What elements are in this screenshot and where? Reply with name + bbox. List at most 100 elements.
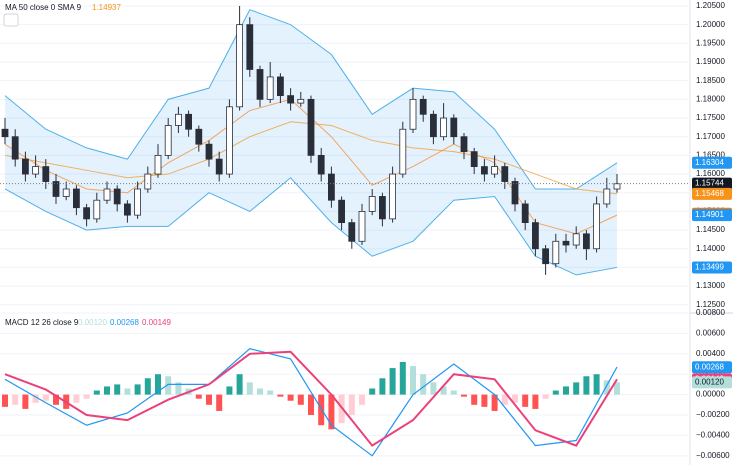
histogram-bar xyxy=(369,388,376,395)
candle-body xyxy=(603,188,611,205)
histogram-bar xyxy=(2,394,8,407)
price-badge-label: 1.15744 xyxy=(695,179,724,188)
candle-body xyxy=(174,113,182,126)
candle-body xyxy=(113,188,121,205)
histogram-bar xyxy=(481,394,488,407)
histogram-bar xyxy=(53,394,59,405)
macd-legend-signal: 0.00149 xyxy=(142,318,171,327)
candle-body xyxy=(185,113,193,130)
candle-body xyxy=(399,128,407,175)
candle-body xyxy=(440,117,448,138)
y2-tick-label: −0.00200 xyxy=(696,410,730,419)
y-tick-label: 1.20500 xyxy=(696,1,725,10)
histogram-bar xyxy=(491,394,498,411)
histogram-bar xyxy=(450,390,457,395)
histogram-bar xyxy=(603,380,610,395)
axis: 1.125001.130001.135001.140001.145001.150… xyxy=(692,1,732,460)
candle-body xyxy=(389,173,397,220)
histogram-bar xyxy=(236,374,243,395)
y-tick-label: 1.20000 xyxy=(696,20,725,29)
price-badge-label: 1.13499 xyxy=(695,263,724,272)
candle-body xyxy=(215,158,223,175)
histogram-bar xyxy=(165,376,172,395)
candle-body xyxy=(307,98,315,156)
candle-body xyxy=(470,151,478,167)
candle-body xyxy=(460,136,468,153)
histogram-bar xyxy=(124,388,131,395)
candle-body xyxy=(287,95,295,104)
y2-tick-label: 0.00000 xyxy=(696,390,725,399)
histogram-bar xyxy=(563,386,569,395)
histogram-bar xyxy=(420,374,427,395)
y2-tick-label: −0.00600 xyxy=(696,451,730,460)
candle-body xyxy=(42,166,50,182)
y-tick-label: 1.16000 xyxy=(696,169,725,178)
candle-body xyxy=(83,207,90,220)
histogram-bar xyxy=(155,374,161,395)
y2-tick-label: 0.00800 xyxy=(696,308,725,317)
histogram-bar xyxy=(389,368,396,395)
price-badge xyxy=(692,361,732,374)
histogram-bar xyxy=(328,394,335,430)
histogram-bar xyxy=(542,394,549,399)
macd-line xyxy=(4,348,618,457)
y-tick-label: 1.17000 xyxy=(696,132,725,141)
histogram-bar xyxy=(12,394,19,405)
y-tick-label: 1.19500 xyxy=(696,38,725,47)
histogram-bar xyxy=(583,376,590,395)
ma-legend-title: MA 50 close 0 SMA 9 xyxy=(5,3,82,12)
candle-body xyxy=(583,233,590,250)
histogram-bar xyxy=(114,384,121,395)
plot xyxy=(0,5,690,457)
histogram-bar xyxy=(134,384,141,395)
candle-body xyxy=(450,117,458,138)
candle-body xyxy=(266,76,274,100)
candle-body xyxy=(480,166,488,175)
histogram-bar xyxy=(532,394,539,409)
candle-body xyxy=(378,196,386,220)
candle-body xyxy=(236,24,244,108)
candle-body xyxy=(195,128,203,145)
histogram-bar xyxy=(522,394,529,407)
histogram-bar xyxy=(175,382,182,395)
candle-body xyxy=(164,125,172,156)
histogram-bar xyxy=(257,388,263,395)
candle-body xyxy=(52,181,60,197)
candle-body xyxy=(124,203,131,216)
candle-body xyxy=(154,154,162,175)
price-badge xyxy=(692,187,732,200)
candle-body xyxy=(511,181,519,205)
histogram-bar xyxy=(318,394,325,426)
histogram-bar xyxy=(277,394,284,397)
candle-body xyxy=(542,248,549,265)
candle-body xyxy=(32,166,39,175)
y-tick-label: 1.16500 xyxy=(696,150,725,159)
histogram-bar xyxy=(226,386,233,395)
candle-body xyxy=(297,98,305,104)
candle-body xyxy=(21,158,29,175)
candle-body xyxy=(521,203,529,224)
candle-body xyxy=(368,196,376,212)
y-tick-label: 1.13000 xyxy=(696,281,725,290)
candle-body xyxy=(256,69,264,100)
collapse-button[interactable] xyxy=(3,13,19,27)
price-badge-label: 1.15468 xyxy=(695,189,724,198)
candle-body xyxy=(246,24,254,70)
y2-tick-label: 0.00400 xyxy=(696,349,725,358)
candle-body xyxy=(429,113,437,138)
histogram-bar xyxy=(216,394,223,411)
histogram-bar xyxy=(83,394,90,399)
candle-body xyxy=(552,240,560,265)
candle-body xyxy=(11,136,19,160)
candle-body xyxy=(572,233,580,246)
price-badge xyxy=(692,376,732,389)
candle-body xyxy=(409,98,417,130)
histogram-bar xyxy=(552,390,559,395)
histogram-bar xyxy=(348,394,355,416)
candle-body xyxy=(491,166,499,175)
histogram-bar xyxy=(32,394,39,403)
price-badge xyxy=(692,156,732,169)
y-tick-label: 1.12500 xyxy=(696,300,725,309)
candle-body xyxy=(358,211,366,242)
